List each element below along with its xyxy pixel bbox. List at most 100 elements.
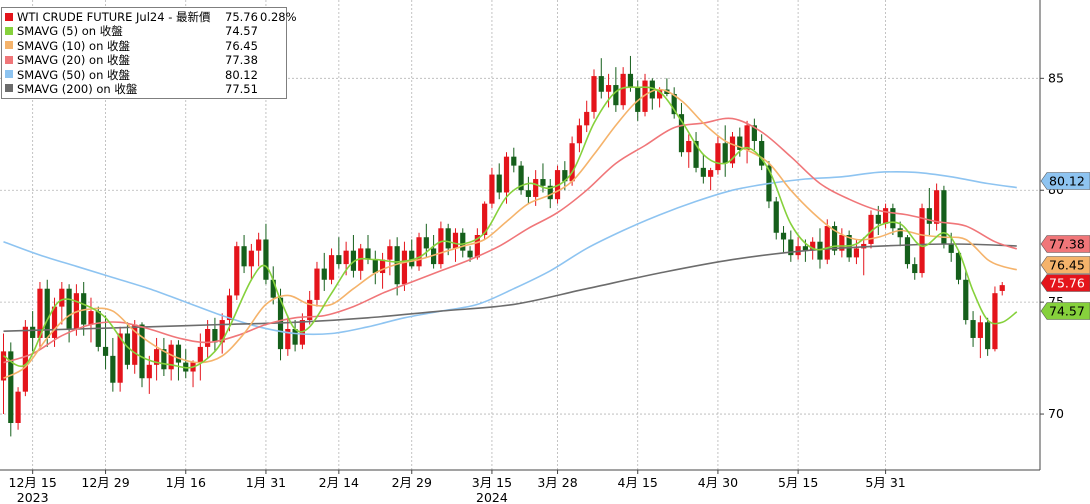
- price-tag-2: [1040, 256, 1090, 274]
- candle-body-107: [780, 232, 787, 240]
- moving-average-lines: [3, 86, 1018, 379]
- candle-body-94: [686, 141, 692, 153]
- legend-value-sma200: 77.51: [225, 81, 258, 96]
- legend-last-label: 最新價: [176, 10, 211, 24]
- candle-body-6: [44, 288, 50, 338]
- candle-body-61: [445, 228, 451, 249]
- candle-body-17: [124, 333, 131, 365]
- candle-body-64: [467, 250, 473, 258]
- price-tag-1: [1040, 235, 1090, 253]
- candle-body-68: [496, 174, 502, 193]
- candle-body-45: [328, 255, 335, 280]
- legend-change-price: 0.28%: [260, 10, 297, 24]
- candle-body-71: [518, 165, 524, 191]
- candle-body-86: [627, 73, 634, 88]
- candle-body-63: [460, 232, 466, 251]
- candle-body-99: [722, 143, 728, 164]
- candle-body-132: [963, 279, 969, 321]
- candle-body-62: [452, 232, 459, 249]
- candle-body-44: [321, 268, 327, 280]
- candle-body-47: [343, 250, 349, 265]
- candle-body-119: [868, 214, 874, 244]
- candle-body-112: [817, 241, 823, 260]
- x-tick-label-0: 12月 15: [9, 475, 57, 490]
- candle-body-28: [205, 329, 211, 347]
- candle-body-1: [8, 351, 14, 423]
- legend-swatch-sma200: [5, 84, 13, 93]
- legend-row-sma20: SMAVG (20) on 收盤 77.38: [5, 53, 286, 67]
- legend: WTI CRUDE FUTURE Jul24 - 最新價 75.76 0.28% S…: [1, 7, 297, 99]
- price-tag-label-4: 74.57: [1049, 304, 1085, 319]
- x-year-label-6: 2024: [476, 490, 508, 504]
- candle-body-87: [635, 87, 641, 112]
- candle-body-52: [379, 259, 386, 274]
- x-tick-label-5: 2月 29: [392, 475, 432, 490]
- candle-body-37: [270, 279, 276, 298]
- x-tick-label-2: 1月 16: [166, 475, 206, 490]
- candle-body-111: [810, 241, 816, 251]
- sma-line-0: [3, 86, 1018, 369]
- legend-swatch-sma10: [5, 41, 13, 50]
- legend-name-sma10: SMAVG (10) on 收盤: [17, 38, 131, 53]
- x-tick-label-6: 3月 15: [472, 475, 512, 490]
- candle-body-90: [657, 89, 663, 99]
- candle-body-117: [853, 248, 860, 258]
- candle-body-4: [30, 326, 36, 338]
- candle-body-70: [511, 156, 517, 166]
- legend-value-sma5: 74.57: [225, 24, 258, 39]
- candle-body-75: [547, 185, 553, 200]
- x-tick-label-9: 4月 30: [698, 475, 738, 490]
- candle-body-14: [102, 346, 109, 356]
- legend-row-sma50: SMAVG (50) on 收盤 80.12: [5, 68, 286, 82]
- candle-body-137: [999, 285, 1005, 291]
- candle-body-104: [759, 141, 765, 166]
- candle-body-77: [562, 170, 568, 182]
- candle-body-136: [992, 293, 998, 350]
- candle-body-128: [934, 190, 940, 224]
- candle-body-32: [234, 246, 240, 296]
- candle-body-114: [831, 226, 838, 251]
- candle-body-16: [117, 333, 123, 383]
- x-tick-label-7: 3月 28: [537, 475, 577, 490]
- candle-body-92: [671, 94, 677, 115]
- candle-body-31: [226, 295, 233, 321]
- candle-body-103: [751, 125, 757, 141]
- legend-swatch-sma20: [5, 55, 13, 64]
- legend-swatch-price: [5, 12, 13, 21]
- candle-body-57: [416, 237, 422, 267]
- legend-value-sma20: 77.38: [225, 53, 258, 68]
- candle-body-98: [715, 143, 721, 171]
- candle-body-8: [59, 288, 65, 307]
- candle-body-74: [540, 179, 546, 186]
- candle-body-79: [576, 125, 583, 144]
- candle-body-115: [839, 235, 845, 251]
- candle-body-5: [37, 288, 43, 338]
- candle-body-127: [926, 208, 932, 224]
- candle-body-15: [110, 355, 116, 383]
- sma-line-3: [3, 170, 1017, 336]
- candle-body-30: [219, 320, 225, 343]
- candle-body-29: [212, 329, 218, 343]
- legend-value-sma10: 76.45: [225, 38, 258, 53]
- candle-body-97: [708, 170, 714, 177]
- candle-body-102: [744, 125, 750, 150]
- candle-body-50: [365, 248, 371, 260]
- candle-body-21: [153, 349, 160, 365]
- price-tag-0: [1040, 172, 1090, 190]
- legend-name-sma20: SMAVG (20) on 收盤: [17, 53, 131, 68]
- candle-body-33: [241, 246, 247, 267]
- candle-body-108: [788, 239, 794, 256]
- legend-row-sma200: SMAVG (200) on 收盤 77.51: [5, 82, 286, 96]
- candle-body-56: [409, 250, 415, 267]
- price-tag-label-3: 75.76: [1049, 276, 1085, 291]
- candle-body-58: [423, 237, 429, 249]
- candle-body-48: [350, 250, 357, 271]
- candle-body-73: [533, 179, 539, 197]
- candle-body-0: [0, 351, 7, 381]
- price-tag-label-1: 77.38: [1049, 237, 1085, 252]
- candle-body-2: [15, 391, 21, 423]
- candle-body-82: [598, 76, 604, 92]
- legend-name-sma5: SMAVG (5) on 收盤: [17, 24, 123, 39]
